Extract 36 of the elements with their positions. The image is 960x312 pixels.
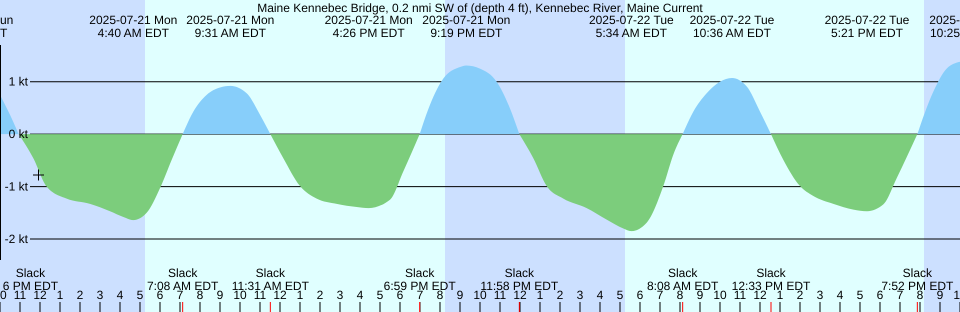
x-tick-label: 5 bbox=[376, 288, 384, 302]
x-tick-label: 5 bbox=[136, 288, 144, 302]
x-tick-label: 2 bbox=[316, 288, 324, 302]
x-tick-label: 5 bbox=[856, 288, 864, 302]
x2-tick-label: 2025-07-21 Mon 9:19 PM EDT bbox=[422, 13, 510, 40]
x-tick-label: 1 bbox=[56, 288, 64, 302]
x-tick-label: 1 bbox=[953, 288, 960, 302]
x-tick-label: 10 bbox=[713, 288, 727, 302]
x-tick-label: 3 bbox=[336, 288, 344, 302]
x-tick-label: 3 bbox=[576, 288, 584, 302]
x-tick-label: 2 bbox=[76, 288, 84, 302]
x2-tick-label: 2025-07-22 Tue 10:36 AM EDT bbox=[690, 13, 775, 40]
x-tick-label: 2 bbox=[556, 288, 564, 302]
x-tick-label: 6 bbox=[876, 288, 884, 302]
y-tick-label: 0 kt bbox=[8, 127, 29, 142]
text: 2025- 10:25 bbox=[929, 13, 960, 40]
y-tick-label: 1 kt bbox=[8, 74, 29, 89]
x2-tick-label: 2025-07-21 Mon 4:40 AM EDT bbox=[89, 13, 178, 40]
y-tick-label: -2 kt bbox=[4, 232, 29, 246]
x-tick-label: 3 bbox=[816, 288, 824, 302]
y-tick-label: -1 kt bbox=[4, 180, 29, 194]
x-tick-label: 4 bbox=[836, 288, 844, 302]
x-tick-label: 4 bbox=[596, 288, 604, 302]
x2-tick-label: 2025-07-22 Tue 5:21 PM EDT bbox=[824, 13, 910, 40]
x2-tick-label: 2025-07-22 Tue 5:34 AM EDT bbox=[588, 13, 674, 40]
chart-title: Maine Kennebec Bridge, 0.2 nmi SW of (depth 4 ft), Kennebec River, Maine Current bbox=[257, 1, 704, 15]
x-tick-label: 9 bbox=[216, 288, 224, 302]
x2-tick-label: 2025-07-21 Mon 4:26 PM EDT bbox=[324, 13, 413, 40]
x-tick-label: 6 bbox=[636, 288, 644, 302]
x-tick-label: 5 bbox=[616, 288, 624, 302]
x-tick-label: 4 bbox=[116, 288, 124, 302]
text: un T bbox=[0, 13, 14, 40]
x-tick-label: 9 bbox=[456, 288, 464, 302]
x2-tick-label: 2025-07-21 Mon 9:31 AM EDT bbox=[186, 13, 274, 40]
x-tick-label: 4 bbox=[356, 288, 364, 302]
x-tick-label: 3 bbox=[96, 288, 104, 302]
